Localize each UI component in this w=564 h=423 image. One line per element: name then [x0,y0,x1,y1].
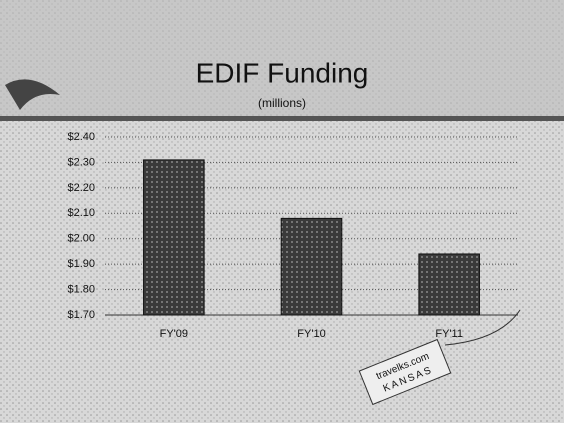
y-tick-label: $2.20 [67,182,95,194]
chart-subtitle: (millions) [258,96,306,110]
bar [419,254,480,315]
x-tick-label: FY'10 [297,328,325,340]
y-tick-label: $1.90 [67,258,95,270]
x-tick-label: FY'11 [435,328,463,340]
bar [144,160,205,315]
y-tick-label: $1.70 [67,309,95,321]
y-tick-label: $2.00 [67,233,95,245]
slide: EDIF Funding (millions) travelks.com KAN… [0,0,564,423]
y-tick-label: $2.10 [67,207,95,219]
y-tick-label: $2.40 [67,131,95,143]
header-rule [0,116,564,121]
y-tick-label: $1.80 [67,283,95,295]
chart-title: EDIF Funding [196,57,369,88]
x-tick-label: FY'09 [160,328,188,340]
y-tick-label: $2.30 [67,156,95,168]
bar [281,218,342,315]
